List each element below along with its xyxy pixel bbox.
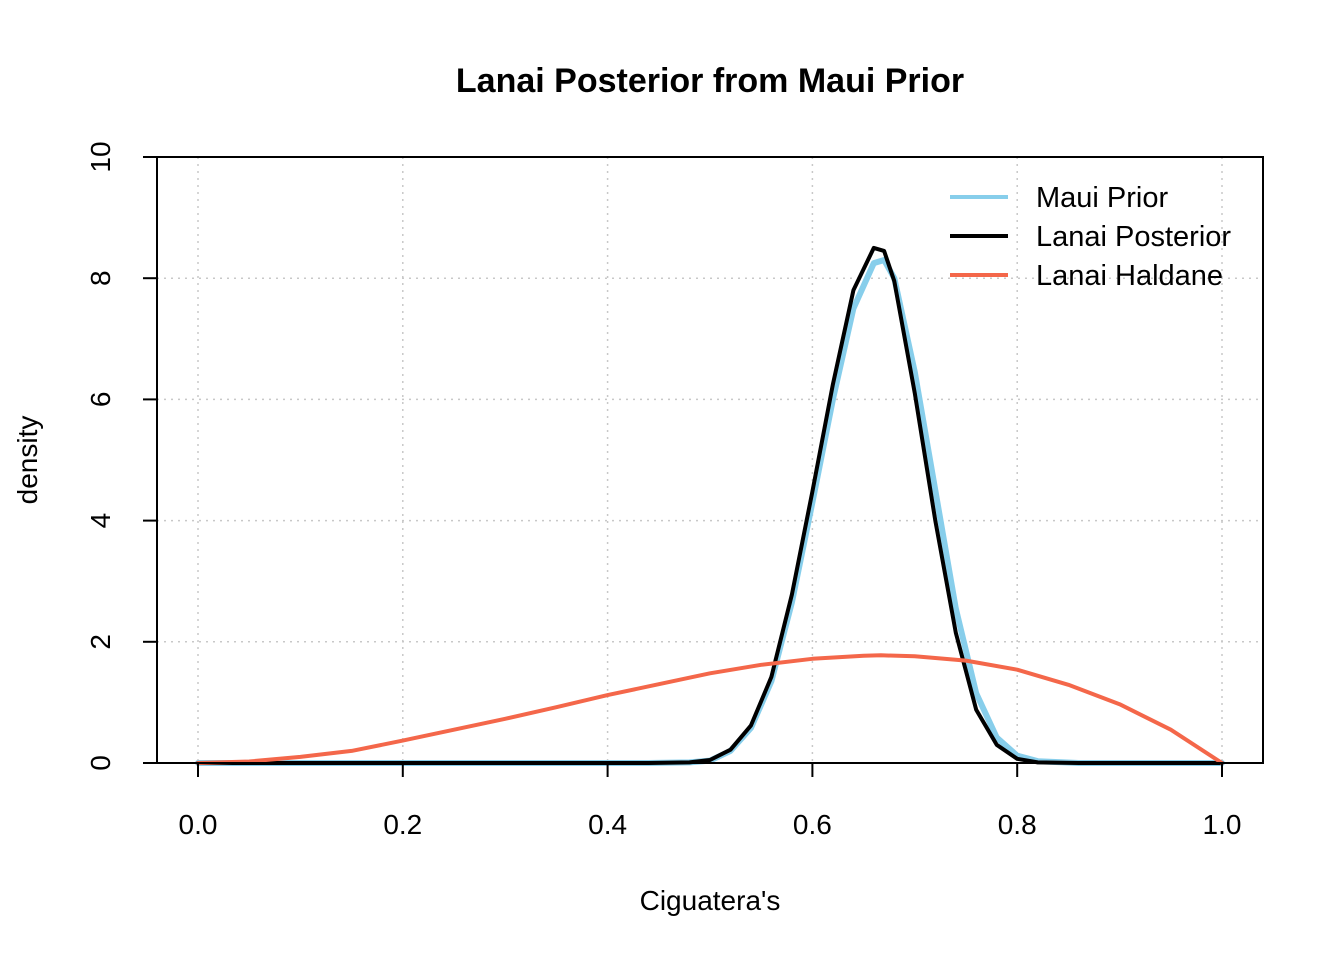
y-tick-label-2: 4: [85, 513, 116, 529]
y-axis: 0 2 4 6 8 10: [85, 141, 158, 771]
series-line-lanai-haldane: [196, 653, 1224, 765]
y-tick-label-4: 8: [85, 270, 116, 286]
y-tick-label-0: 0: [85, 755, 116, 771]
x-tick-label-5: 1.0: [1203, 809, 1242, 840]
series-layer: [195, 245, 1225, 766]
y-tick-label-3: 6: [85, 392, 116, 408]
x-tick-label-3: 0.6: [793, 809, 832, 840]
legend-label-1: Lanai Posterior: [1036, 221, 1231, 253]
legend-label-2: Lanai Haldane: [1036, 260, 1223, 292]
series-line-lanai-posterior: [196, 245, 1224, 765]
x-tick-label-0: 0.0: [179, 809, 218, 840]
x-tick-label-4: 0.8: [998, 809, 1037, 840]
x-tick-label-1: 0.2: [383, 809, 422, 840]
y-tick-label-1: 2: [85, 634, 116, 650]
y-axis-label: density: [12, 416, 43, 505]
x-tick-label-2: 0.4: [588, 809, 627, 840]
series-line-maui-prior: [195, 257, 1225, 766]
x-axis: 0.0 0.2 0.4 0.6 0.8 1.0: [179, 762, 1242, 840]
x-axis-label: Ciguatera's: [640, 885, 781, 916]
chart-title: Lanai Posterior from Maui Prior: [456, 62, 964, 100]
legend: Maui Prior Lanai Posterior Lanai Haldane: [950, 182, 1231, 292]
y-tick-label-5: 10: [85, 141, 116, 172]
legend-label-0: Maui Prior: [1036, 182, 1168, 214]
